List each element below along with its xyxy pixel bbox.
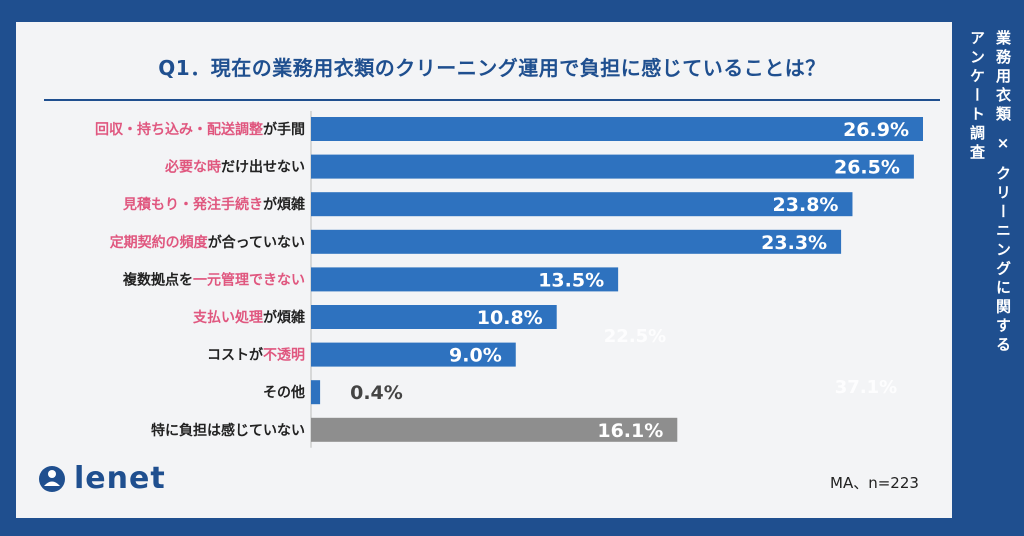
watermark-label: 22.5% (604, 326, 666, 347)
value-label: 26.5% (834, 157, 900, 179)
category-label: コストが不透明 (207, 347, 305, 364)
bar (311, 342, 516, 367)
bar (311, 117, 923, 141)
value-label: 26.9% (843, 119, 909, 141)
bar (311, 380, 321, 405)
side-label-line2: アンケート調査 (968, 30, 986, 163)
value-label: 16.1% (597, 420, 663, 442)
bar (311, 417, 678, 442)
value-label: 9.0% (449, 345, 502, 367)
bar (311, 229, 842, 254)
lenet-logo-icon (39, 466, 65, 492)
category-label: 支払い処理が煩雑 (192, 309, 305, 326)
side-label-line1: 業務用衣類 × クリーニングに関する (994, 30, 1012, 356)
value-label: 13.5% (538, 269, 604, 291)
category-label: 定期契約の頻度が合っていない (110, 234, 305, 251)
watermark-label: 37.1% (835, 377, 897, 398)
bar (311, 154, 914, 179)
value-label: 10.8% (477, 307, 543, 329)
side-banner: 業務用衣類 × クリーニングに関する アンケート調査 (962, 30, 1018, 420)
value-label: 23.3% (761, 232, 827, 254)
category-label: 特に負担は感じていない (151, 422, 305, 439)
chart-title: Q1．現在の業務用衣類のクリーニング運用で負担に感じていることは？ (158, 56, 826, 80)
bar (311, 305, 557, 329)
lenet-logo: lenet (38, 462, 166, 496)
category-label: 見積もり・発注手続きが煩雑 (122, 196, 305, 213)
category-label: その他 (263, 384, 305, 401)
sample-note: MA、n=223 (830, 474, 919, 492)
value-label: 0.4% (350, 382, 403, 404)
value-label: 23.8% (773, 194, 839, 216)
bar (311, 192, 853, 217)
title-divider (44, 99, 940, 101)
category-label: 複数拠点を一元管理できない (122, 271, 305, 288)
category-label: 必要な時だけ出せない (164, 159, 305, 176)
logo-text: lenet (74, 461, 166, 496)
bar (311, 267, 619, 292)
category-label: 回収・持ち込み・配送調整が手間 (95, 121, 305, 138)
